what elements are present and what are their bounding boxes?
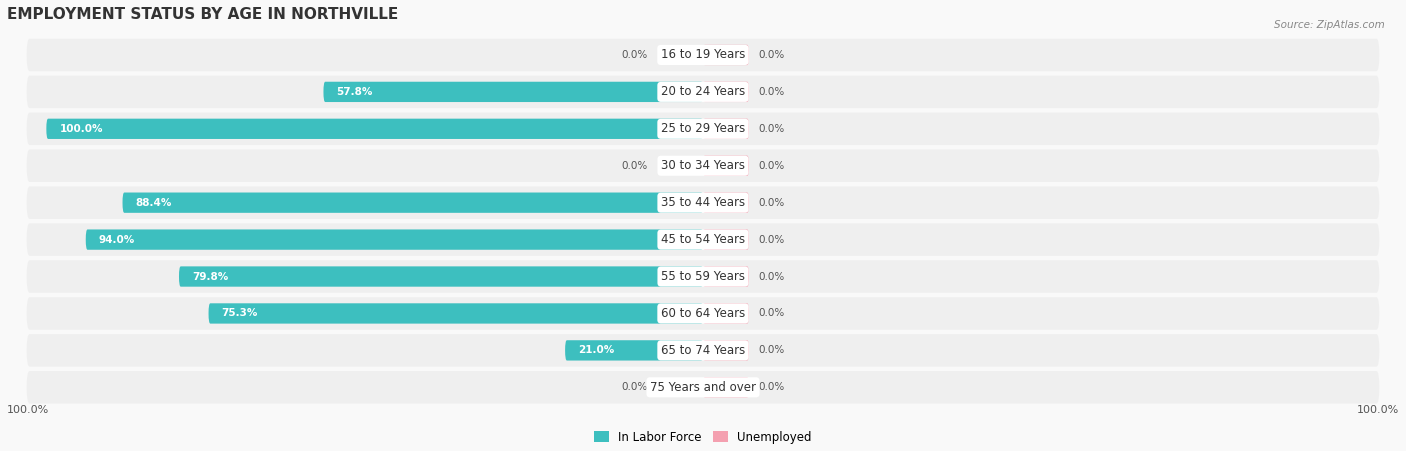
FancyBboxPatch shape [27,186,1379,219]
FancyBboxPatch shape [703,156,749,176]
Text: 0.0%: 0.0% [759,50,785,60]
Text: 0.0%: 0.0% [621,50,647,60]
Text: 65 to 74 Years: 65 to 74 Years [661,344,745,357]
FancyBboxPatch shape [323,82,703,102]
FancyBboxPatch shape [179,267,703,287]
Text: 0.0%: 0.0% [759,308,785,318]
FancyBboxPatch shape [703,82,749,102]
FancyBboxPatch shape [27,223,1379,256]
Text: 16 to 19 Years: 16 to 19 Years [661,48,745,61]
Text: 0.0%: 0.0% [621,382,647,392]
Text: 20 to 24 Years: 20 to 24 Years [661,85,745,98]
FancyBboxPatch shape [27,371,1379,404]
FancyBboxPatch shape [703,45,749,65]
Text: 0.0%: 0.0% [759,198,785,207]
Text: 0.0%: 0.0% [759,161,785,171]
Text: 55 to 59 Years: 55 to 59 Years [661,270,745,283]
Text: 45 to 54 Years: 45 to 54 Years [661,233,745,246]
FancyBboxPatch shape [703,193,749,213]
Text: 57.8%: 57.8% [336,87,373,97]
Text: 75 Years and over: 75 Years and over [650,381,756,394]
FancyBboxPatch shape [27,260,1379,293]
Text: 88.4%: 88.4% [135,198,172,207]
FancyBboxPatch shape [703,230,749,250]
FancyBboxPatch shape [46,119,703,139]
Text: 79.8%: 79.8% [193,272,228,281]
Text: 94.0%: 94.0% [98,235,135,244]
FancyBboxPatch shape [86,230,703,250]
Text: 25 to 29 Years: 25 to 29 Years [661,122,745,135]
FancyBboxPatch shape [703,304,749,324]
Text: 0.0%: 0.0% [759,272,785,281]
Text: 30 to 34 Years: 30 to 34 Years [661,159,745,172]
Text: 0.0%: 0.0% [759,345,785,355]
Text: Source: ZipAtlas.com: Source: ZipAtlas.com [1274,20,1385,30]
Text: 0.0%: 0.0% [759,124,785,134]
Text: 100.0%: 100.0% [7,405,49,415]
Text: 0.0%: 0.0% [759,235,785,244]
FancyBboxPatch shape [27,39,1379,71]
FancyBboxPatch shape [122,193,703,213]
Text: 100.0%: 100.0% [59,124,103,134]
FancyBboxPatch shape [27,76,1379,108]
Text: 100.0%: 100.0% [1357,405,1399,415]
Text: 21.0%: 21.0% [578,345,614,355]
FancyBboxPatch shape [703,267,749,287]
FancyBboxPatch shape [208,304,703,324]
Text: 60 to 64 Years: 60 to 64 Years [661,307,745,320]
FancyBboxPatch shape [27,334,1379,367]
FancyBboxPatch shape [27,297,1379,330]
FancyBboxPatch shape [703,340,749,360]
Text: 75.3%: 75.3% [222,308,259,318]
FancyBboxPatch shape [27,149,1379,182]
Text: 0.0%: 0.0% [759,382,785,392]
Legend: In Labor Force, Unemployed: In Labor Force, Unemployed [589,426,817,448]
FancyBboxPatch shape [565,340,703,360]
Text: 35 to 44 Years: 35 to 44 Years [661,196,745,209]
Text: 0.0%: 0.0% [759,87,785,97]
FancyBboxPatch shape [703,377,749,397]
FancyBboxPatch shape [27,113,1379,145]
Text: EMPLOYMENT STATUS BY AGE IN NORTHVILLE: EMPLOYMENT STATUS BY AGE IN NORTHVILLE [7,7,398,22]
FancyBboxPatch shape [703,119,749,139]
Text: 0.0%: 0.0% [621,161,647,171]
